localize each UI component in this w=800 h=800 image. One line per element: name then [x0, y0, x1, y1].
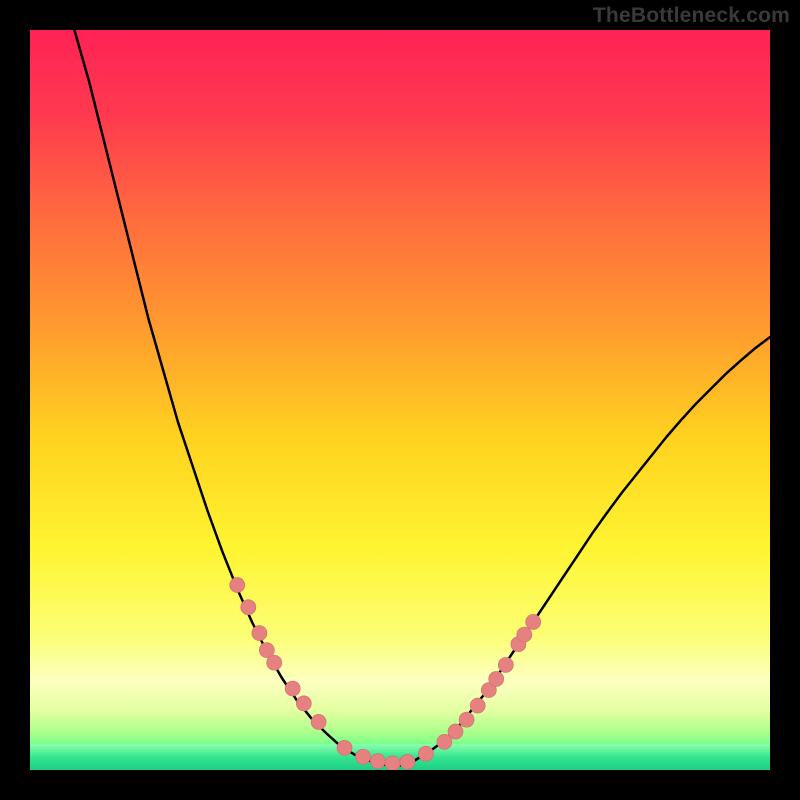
- marker-point: [526, 615, 541, 630]
- marker-point: [400, 754, 415, 769]
- marker-point: [267, 655, 282, 670]
- marker-point: [311, 714, 326, 729]
- chart-svg: [30, 30, 770, 770]
- curve-right: [400, 337, 770, 765]
- marker-point: [356, 749, 371, 764]
- marker-point: [385, 756, 400, 770]
- marker-point: [517, 627, 532, 642]
- curve-left: [74, 30, 385, 765]
- marker-point: [489, 671, 504, 686]
- chart-frame: TheBottleneck.com: [0, 0, 800, 800]
- marker-point: [418, 746, 433, 761]
- marker-point: [470, 698, 485, 713]
- watermark-text: TheBottleneck.com: [593, 4, 790, 28]
- marker-point: [241, 600, 256, 615]
- plot-area: [30, 30, 770, 770]
- marker-point: [285, 681, 300, 696]
- marker-point: [230, 578, 245, 593]
- marker-point: [370, 754, 385, 769]
- marker-point: [459, 712, 474, 727]
- marker-point: [448, 724, 463, 739]
- marker-point: [252, 626, 267, 641]
- marker-point: [337, 740, 352, 755]
- marker-point: [498, 657, 513, 672]
- marker-point: [296, 696, 311, 711]
